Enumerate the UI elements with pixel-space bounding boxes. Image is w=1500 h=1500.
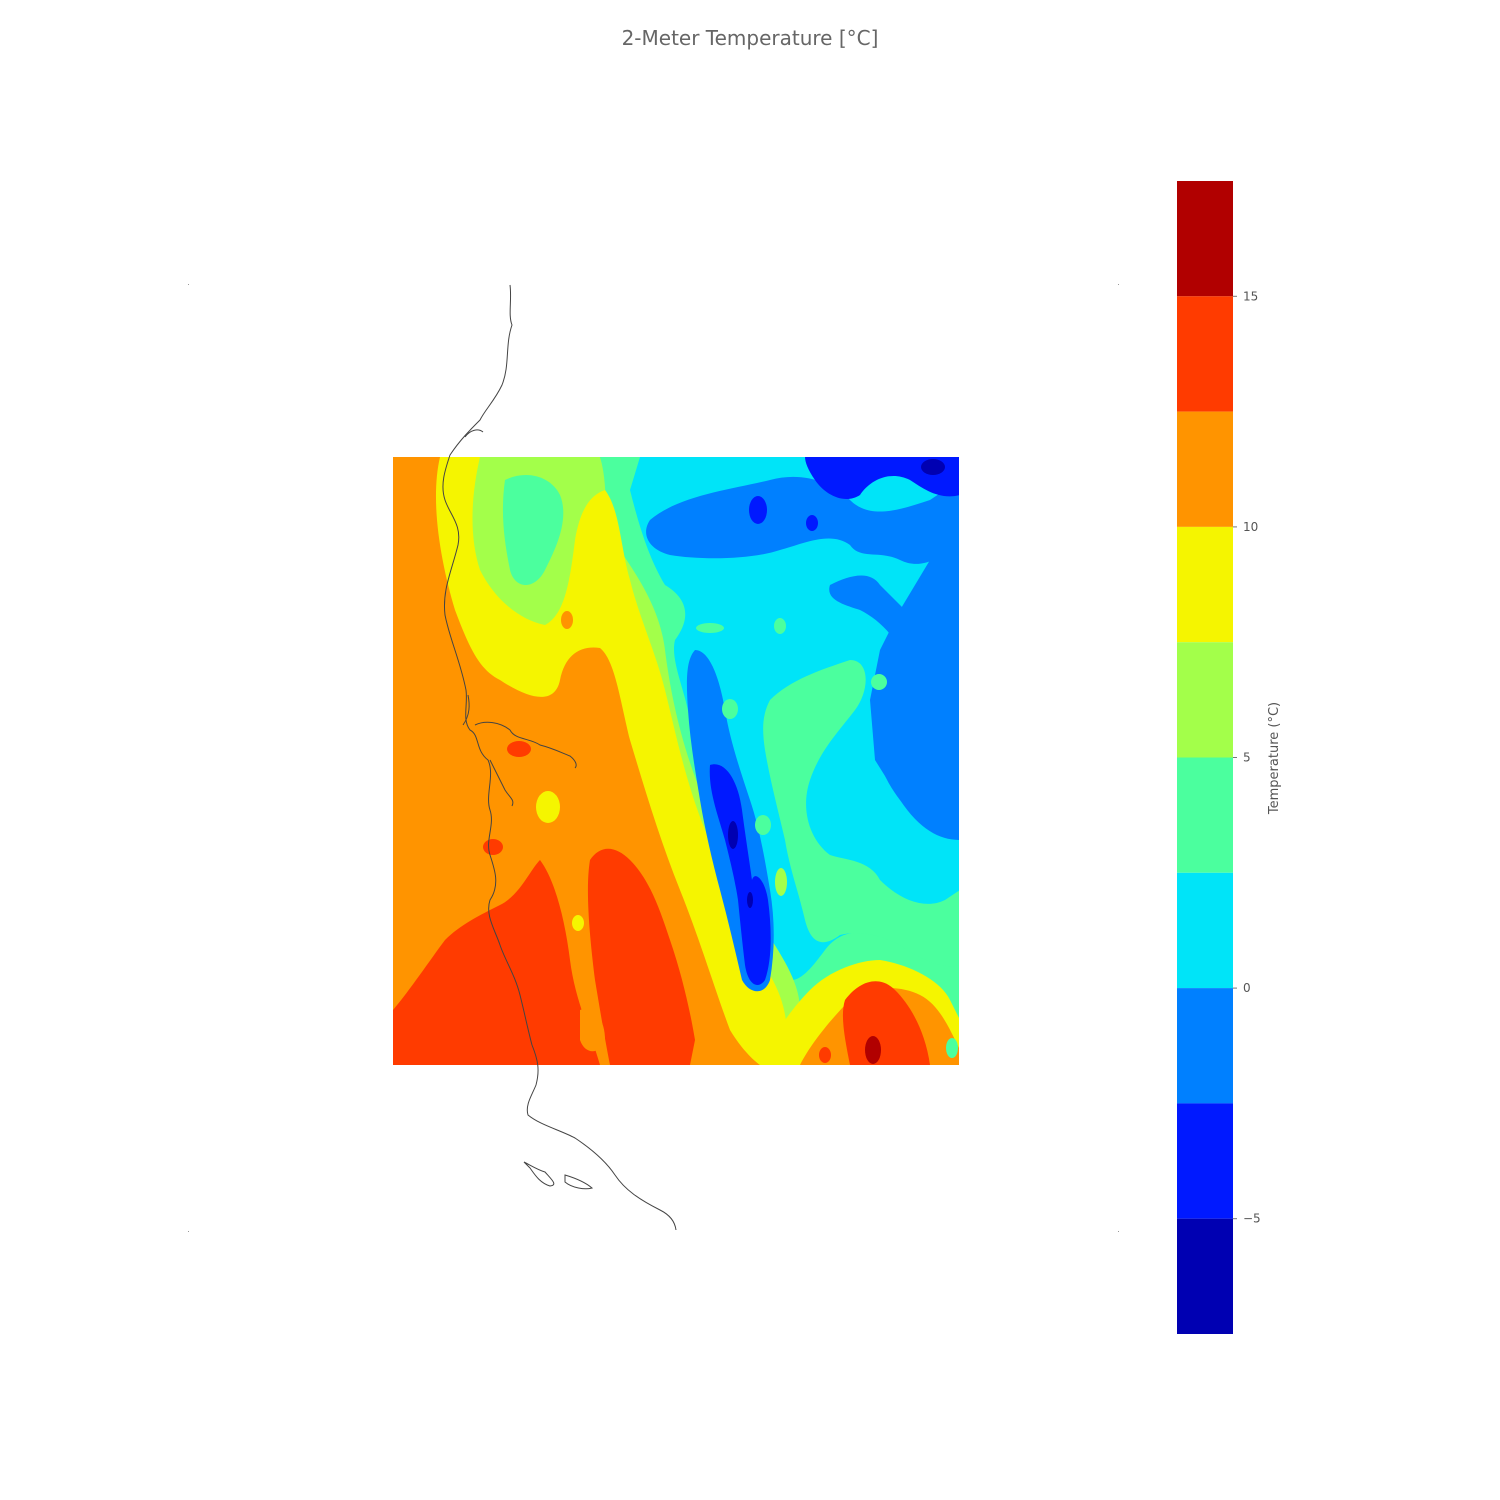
temperature-field: [393, 457, 959, 1065]
colorbar-tick-label: 15: [1243, 289, 1258, 303]
colorbar-segment: [1177, 642, 1233, 758]
colorbar-tick-label: −5: [1243, 1212, 1261, 1226]
colorbar-tick-label: 10: [1243, 520, 1258, 534]
colorbar-segment: [1177, 1218, 1233, 1334]
colorbar-tick-label: 0: [1243, 981, 1251, 995]
colorbar-segments: [1177, 181, 1233, 1334]
map-frame-corners: [188, 284, 1119, 1232]
colorbar-segment: [1177, 296, 1233, 412]
colorbar-segment: [1177, 757, 1233, 873]
map-title: 2-Meter Temperature [°C]: [621, 26, 879, 50]
coastline: [442, 284, 677, 1231]
colorbar-label: Temperature (°C): [1267, 702, 1282, 815]
colorbar-segment: [1177, 1103, 1233, 1219]
colorbar-tick-label: 5: [1243, 751, 1251, 765]
colorbar-segment: [1177, 526, 1233, 643]
colorbar-segment: [1177, 872, 1233, 989]
colorbar-segment: [1177, 988, 1233, 1104]
colorbar-ticks: 15 10 5 0 −5: [1233, 289, 1261, 1226]
colorbar: 15 10 5 0 −5 Temperature (°C): [1177, 181, 1282, 1334]
colorbar-segment: [1177, 411, 1233, 527]
colorbar-segment: [1177, 181, 1233, 297]
